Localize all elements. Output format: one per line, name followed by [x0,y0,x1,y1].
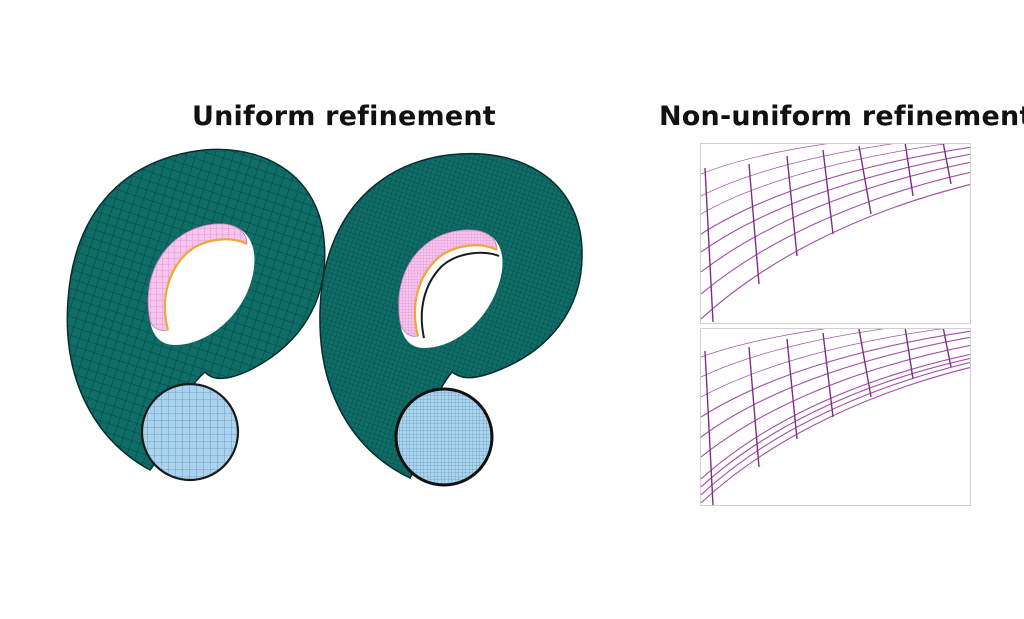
detail-panel-bottom [700,328,971,506]
fine-torus [319,152,583,487]
fine-end-cap [394,387,494,487]
detail-panel-top [700,143,971,324]
detail-mesh-bottom [701,329,970,505]
coarse-end-cap [140,382,240,482]
coarse-inner-edge [163,238,248,331]
title-non-uniform-refinement: Non-uniform refinement [659,101,1024,132]
coarse-torus [66,148,326,482]
title-uniform-refinement: Uniform refinement [192,101,496,132]
fine-inner-edge-dark [420,251,500,339]
fine-inner-edge-orange [413,244,498,337]
detail-mesh-top [701,144,970,323]
